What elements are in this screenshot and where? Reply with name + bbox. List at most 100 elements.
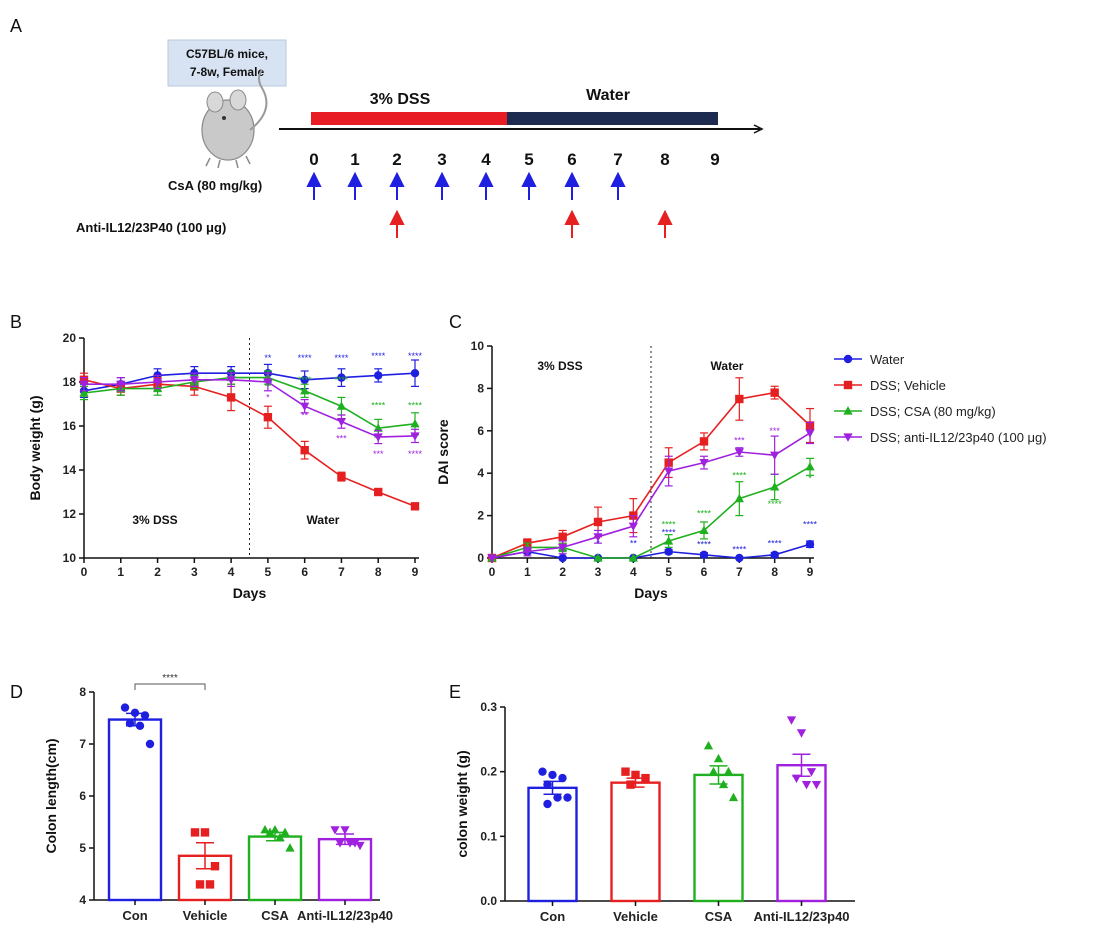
series-line [83, 372, 416, 392]
panel-label-c: C [449, 312, 462, 332]
water-phase-bar [507, 112, 718, 125]
data-point [734, 493, 744, 503]
y-tick-label: 2 [477, 509, 484, 523]
data-point [699, 459, 709, 468]
data-point [626, 780, 635, 789]
significance-label: **** [732, 471, 747, 481]
data-point [791, 774, 802, 783]
data-point [189, 376, 199, 385]
x-tick-label: 9 [412, 565, 419, 579]
y-tick-label: 0.3 [480, 700, 497, 714]
data-point [558, 532, 567, 541]
significance-label: ** [301, 410, 309, 420]
data-point [621, 767, 630, 776]
colon-weight-chart: 0.0 0.1 0.2 0.3 colon weight (g) Con Vehicle CS… [454, 700, 855, 924]
legend-label: Water [870, 352, 905, 367]
y-axis-title: DAI score [435, 419, 451, 485]
x-tick-label: Anti-IL12/23p40 [753, 909, 849, 924]
legend-marker [843, 354, 853, 364]
arrow-up-icon [657, 209, 673, 238]
data-point [337, 472, 346, 481]
legend-label: DSS; CSA (80 mg/kg) [870, 404, 996, 419]
data-point [538, 767, 547, 776]
data-point [374, 487, 383, 497]
data-point [770, 550, 779, 560]
data-point [337, 373, 346, 382]
y-tick-label: 0.1 [480, 829, 497, 843]
significance-label: **** [371, 400, 386, 410]
significance-label: * [266, 393, 270, 403]
significance-label: **** [298, 353, 313, 363]
x-tick-label: 8 [375, 565, 382, 579]
mouse-icon [201, 69, 268, 169]
arrow-up-icon [610, 171, 626, 200]
x-axis-title: Days [233, 585, 267, 601]
data-point [664, 467, 674, 476]
timeline-day-0: 0 [309, 150, 318, 169]
bar [317, 837, 373, 902]
arrow-up-icon [389, 171, 405, 200]
series-line [83, 379, 416, 508]
data-point [558, 553, 567, 563]
timeline-day-8: 8 [660, 150, 669, 169]
y-tick-label: 12 [63, 507, 77, 521]
arrow-up-icon [347, 171, 363, 200]
significance-label: **** [697, 539, 712, 549]
significance-label: **** [298, 375, 313, 385]
timeline-day-6: 6 [567, 150, 576, 169]
anti-dose-label: Anti-IL12/23P40 (100 μg) [76, 220, 226, 235]
x-tick-label: Vehicle [613, 909, 658, 924]
data-point [703, 740, 714, 750]
data-point [553, 793, 562, 802]
significance-label: ** [264, 382, 272, 392]
phase-label: 3% DSS [132, 513, 177, 527]
data-point [796, 729, 807, 738]
data-point [200, 828, 210, 837]
significance-label: **** [162, 673, 178, 684]
data-point [265, 827, 275, 836]
data-point [593, 517, 603, 527]
mouse-age-sex-label: 7-8w, Female [190, 65, 265, 79]
legend-marker [843, 406, 853, 415]
arrow-up-icon [564, 171, 580, 200]
panel-label-d: D [10, 682, 23, 702]
arrow-up-icon [434, 171, 450, 200]
series-line [491, 466, 811, 559]
timeline-day-2: 2 [392, 150, 401, 169]
x-tick-label: Anti-IL12/23p40 [297, 908, 393, 923]
x-tick-label: CSA [705, 909, 733, 924]
anti-dosing-arrows [389, 209, 673, 238]
data-point [195, 880, 205, 889]
data-point [593, 553, 603, 562]
data-point [120, 703, 130, 712]
data-point [563, 793, 572, 802]
data-point [373, 433, 383, 442]
significance-label: ** [264, 353, 272, 363]
phase-label-water: Water [586, 87, 630, 104]
significance-label: **** [334, 353, 349, 363]
phase-label: Water [307, 513, 340, 527]
bar [527, 786, 578, 903]
significance-label: **** [371, 351, 386, 361]
data-point [280, 827, 290, 836]
data-point [226, 393, 236, 402]
data-point [263, 378, 273, 387]
significance-label: *** [769, 426, 780, 436]
legend-label: DSS; anti-IL12/23p40 (100 μg) [870, 430, 1047, 445]
y-tick-label: 5 [79, 841, 86, 855]
significance-label: **** [408, 351, 423, 361]
data-point [713, 753, 724, 763]
series-line [491, 391, 811, 559]
chart-legend: Water DSS; Vehicle DSS; CSA (80 mg/kg) DSS;… [834, 352, 1047, 445]
arrow-up-icon [389, 209, 405, 238]
mouse-info-box: C57BL/6 mice, 7-8w, Female [167, 39, 287, 87]
data-point [718, 779, 729, 789]
data-point [275, 832, 285, 842]
significance-label: ** [630, 538, 638, 548]
csa-dose-label: CsA (80 mg/kg) [168, 178, 262, 193]
data-point [628, 522, 638, 532]
arrow-up-icon [521, 171, 537, 200]
data-point [735, 553, 744, 563]
bar [693, 773, 744, 903]
